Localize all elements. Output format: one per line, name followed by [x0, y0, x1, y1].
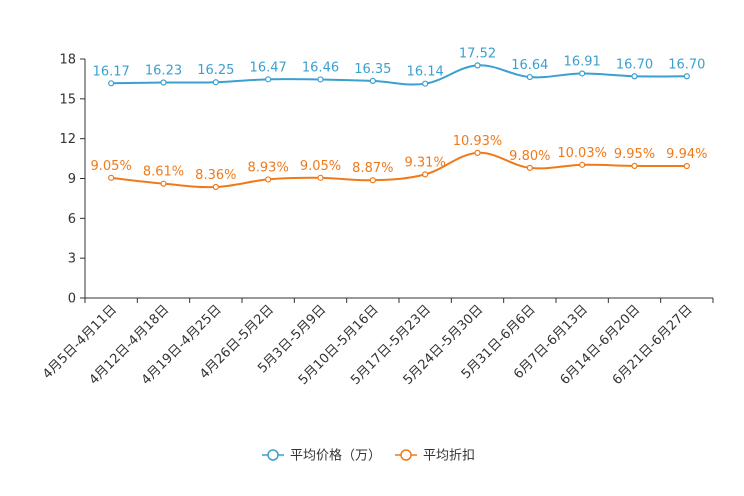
series-layer: 16.17 16.23 16.25 16.47 16.46 16.35 16.14 17.52… — [91, 46, 707, 191]
data-point — [212, 183, 219, 191]
series-line — [111, 151, 687, 189]
axes: 03691215184月5日-4月11日4月12日-4月18日4月19日-4月2… — [40, 53, 714, 388]
data-label: 8.87% — [352, 161, 393, 176]
legend-item-0: 平均价格（万） — [262, 448, 381, 464]
legend: 平均价格（万） 平均折扣 — [262, 448, 475, 464]
y-tick-label: 12 — [59, 132, 76, 147]
data-point — [317, 76, 324, 83]
y-tick-label: 0 — [68, 292, 76, 307]
data-point — [526, 164, 533, 171]
data-label: 10.93% — [453, 134, 503, 149]
data-label: 9.95% — [614, 147, 655, 162]
y-tick-label: 15 — [59, 92, 76, 107]
data-point — [369, 177, 376, 184]
data-point — [422, 171, 429, 178]
legend-label: 平均价格（万） — [290, 448, 381, 464]
data-label: 16.35 — [354, 62, 391, 77]
series-0: 16.17 16.23 16.25 16.47 16.46 16.35 16.14 17.52… — [93, 46, 705, 87]
data-label: 16.14 — [407, 65, 444, 80]
data-point — [579, 161, 586, 168]
data-point — [212, 79, 219, 86]
data-point — [422, 80, 429, 87]
data-point — [265, 176, 272, 183]
data-label: 9.31% — [405, 155, 446, 170]
data-label: 16.46 — [302, 60, 339, 75]
data-label: 16.64 — [511, 58, 548, 73]
data-point — [265, 76, 272, 83]
data-point — [631, 162, 638, 169]
data-point — [683, 73, 690, 80]
data-point — [683, 162, 690, 170]
y-tick-label: 3 — [68, 252, 76, 267]
data-label: 10.03% — [557, 146, 607, 161]
data-point — [579, 70, 586, 77]
legend-item-1: 平均折扣 — [395, 449, 475, 464]
data-point — [631, 73, 638, 80]
series-line — [111, 64, 687, 86]
legend-marker — [267, 449, 279, 461]
data-label: 8.61% — [143, 165, 184, 180]
legend-label: 平均折扣 — [423, 449, 475, 464]
data-label: 16.91 — [564, 54, 601, 69]
data-label: 16.17 — [93, 64, 130, 79]
data-point — [108, 174, 115, 181]
data-label: 16.47 — [250, 60, 287, 75]
data-label: 17.52 — [459, 46, 496, 61]
data-label: 8.36% — [195, 168, 236, 183]
data-label: 16.70 — [616, 57, 653, 72]
data-point — [160, 180, 167, 187]
data-label: 9.94% — [666, 147, 707, 162]
data-label: 16.70 — [668, 57, 705, 72]
data-point — [369, 77, 376, 85]
data-label: 8.93% — [248, 160, 289, 175]
data-label: 16.23 — [145, 64, 182, 79]
series-1: 9.05% 8.61% 8.36% 8.93% 9.05% 8.87% 9.31% 10.93… — [91, 134, 707, 191]
legend-marker — [400, 449, 412, 461]
y-tick-label: 6 — [68, 212, 76, 227]
data-point — [474, 62, 481, 69]
data-label: 9.80% — [509, 149, 550, 164]
data-point — [160, 79, 167, 86]
data-point — [108, 80, 115, 87]
data-point — [474, 149, 481, 156]
data-point — [526, 73, 533, 81]
data-label: 16.25 — [197, 63, 234, 78]
data-label: 9.05% — [91, 159, 132, 174]
y-tick-label: 9 — [68, 172, 76, 187]
data-label: 9.05% — [300, 159, 341, 174]
data-point — [317, 174, 324, 181]
y-tick-label: 18 — [59, 53, 76, 68]
